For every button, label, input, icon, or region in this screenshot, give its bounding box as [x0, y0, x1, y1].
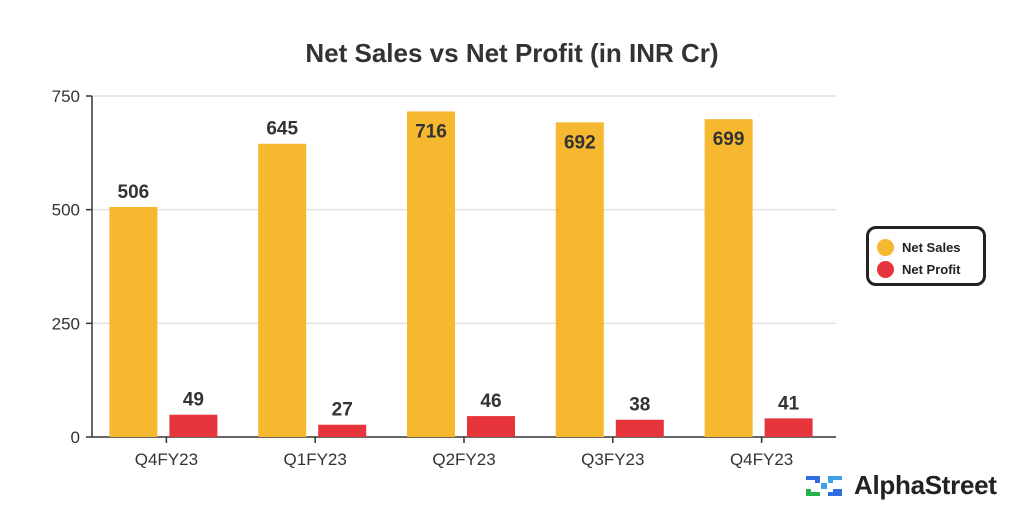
data-label-net-profit: 49	[183, 390, 204, 411]
alphastreet-logo-icon	[806, 475, 842, 496]
y-tick-label: 500	[52, 201, 80, 220]
x-tick-label: Q4FY23	[135, 450, 198, 469]
chart-title: Net Sales vs Net Profit (in INR Cr)	[305, 38, 718, 68]
data-label-net-profit: 38	[629, 395, 650, 416]
x-tick-label: Q2FY23	[432, 450, 495, 469]
bars	[109, 111, 813, 438]
data-label-net-profit: 27	[332, 400, 353, 421]
bar-net-profit	[615, 419, 664, 437]
x-tick-label: Q3FY23	[581, 450, 644, 469]
bar-net-sales	[407, 111, 455, 437]
data-label-net-profit: 46	[480, 391, 501, 412]
legend-swatch-net-profit	[877, 260, 894, 278]
legend-label-net-sales: Net Sales	[902, 239, 961, 255]
data-label-net-sales: 716	[415, 121, 447, 142]
brand-name: AlphaStreet	[854, 470, 997, 500]
data-label-net-sales: 692	[564, 132, 596, 153]
bar-net-sales	[109, 206, 158, 437]
x-tick-label: Q1FY23	[284, 450, 347, 469]
legend-item-net-sales: Net Sales	[877, 236, 975, 258]
bar-net-sales	[555, 122, 604, 437]
bar-net-sales	[704, 119, 753, 438]
bar-net-profit	[467, 416, 515, 437]
bar-net-profit	[764, 418, 813, 437]
legend-swatch-net-sales	[877, 238, 894, 256]
legend-label-net-profit: Net Profit	[902, 261, 961, 277]
data-labels: 506 49 645 27 716 46 692 38 699 41	[118, 119, 800, 421]
data-label-net-profit: 41	[778, 393, 800, 414]
y-tick-label: 750	[52, 87, 80, 106]
data-label-net-sales: 699	[713, 129, 745, 150]
data-label-net-sales: 506	[118, 182, 150, 203]
legend-item-net-profit: Net Profit	[877, 258, 975, 280]
bar-net-profit	[169, 414, 218, 437]
bar-net-profit	[318, 424, 367, 437]
y-tick-label: 250	[52, 314, 80, 333]
data-label-net-sales: 645	[266, 119, 298, 140]
bar-net-sales	[258, 143, 307, 438]
x-tick-label: Q4FY23	[730, 450, 793, 469]
brand: AlphaStreet	[804, 470, 997, 501]
legend: Net Sales Net Profit	[866, 226, 986, 286]
y-tick-label: 0	[71, 428, 80, 447]
